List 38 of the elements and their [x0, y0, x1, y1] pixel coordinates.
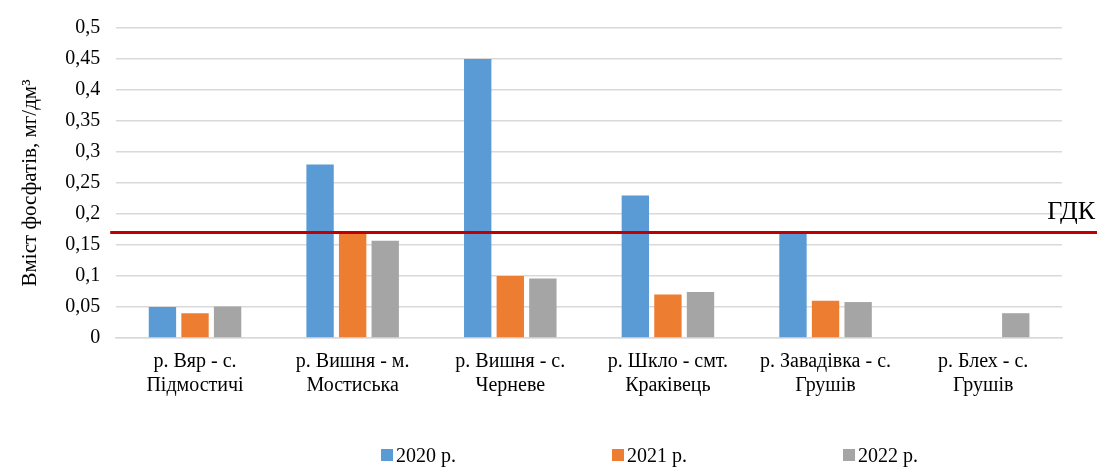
y-tick-label: 0 — [90, 325, 101, 348]
bar — [181, 313, 209, 338]
x-tick-label: р. Вяр - с. Підмостичі — [146, 349, 245, 397]
ref-line-label: ГДК — [1047, 196, 1096, 226]
y-tick-label: 0,4 — [75, 77, 101, 100]
bar — [338, 232, 367, 338]
bar — [464, 59, 492, 338]
y-tick-label: 0,1 — [75, 263, 101, 286]
y-tick-label: 0,5 — [75, 15, 101, 38]
bar — [371, 240, 399, 338]
bar — [654, 294, 682, 338]
y-tick-label: 0,2 — [75, 201, 101, 224]
x-tick-label: р. Блех - с. Грушів — [938, 349, 1029, 397]
legend-label: 2022 р. — [858, 443, 918, 467]
bar — [844, 302, 872, 338]
bar — [306, 164, 334, 338]
bar — [529, 278, 557, 338]
bar — [496, 276, 524, 338]
legend-label: 2020 р. — [396, 443, 456, 467]
bar — [811, 300, 840, 338]
x-tick-label: р. Вишня - м. Мостиська — [295, 349, 410, 396]
y-tick-label: 0,45 — [65, 46, 101, 69]
y-tick-label: 0,05 — [65, 294, 101, 317]
y-tick-label: 0,35 — [65, 108, 101, 131]
y-axis-title: Вміст фосфатів, мг/дм³ — [17, 79, 42, 287]
bar — [621, 195, 650, 338]
legend-label: 2021 р. — [627, 443, 687, 467]
x-tick-label: р. Завадівка - с. Грушів — [760, 349, 892, 397]
bar — [779, 232, 807, 338]
y-tick-label: 0,25 — [65, 170, 101, 193]
bar — [1002, 313, 1030, 338]
y-tick-label: 0,15 — [65, 232, 101, 255]
bar — [686, 292, 715, 338]
bar — [213, 306, 242, 338]
y-tick-label: 0,3 — [75, 139, 101, 162]
bar — [148, 307, 177, 338]
x-tick-label: р. Вишня - с. Черневе — [455, 349, 566, 397]
x-tick-label: р. Шкло - смт. Краківець — [607, 349, 729, 397]
